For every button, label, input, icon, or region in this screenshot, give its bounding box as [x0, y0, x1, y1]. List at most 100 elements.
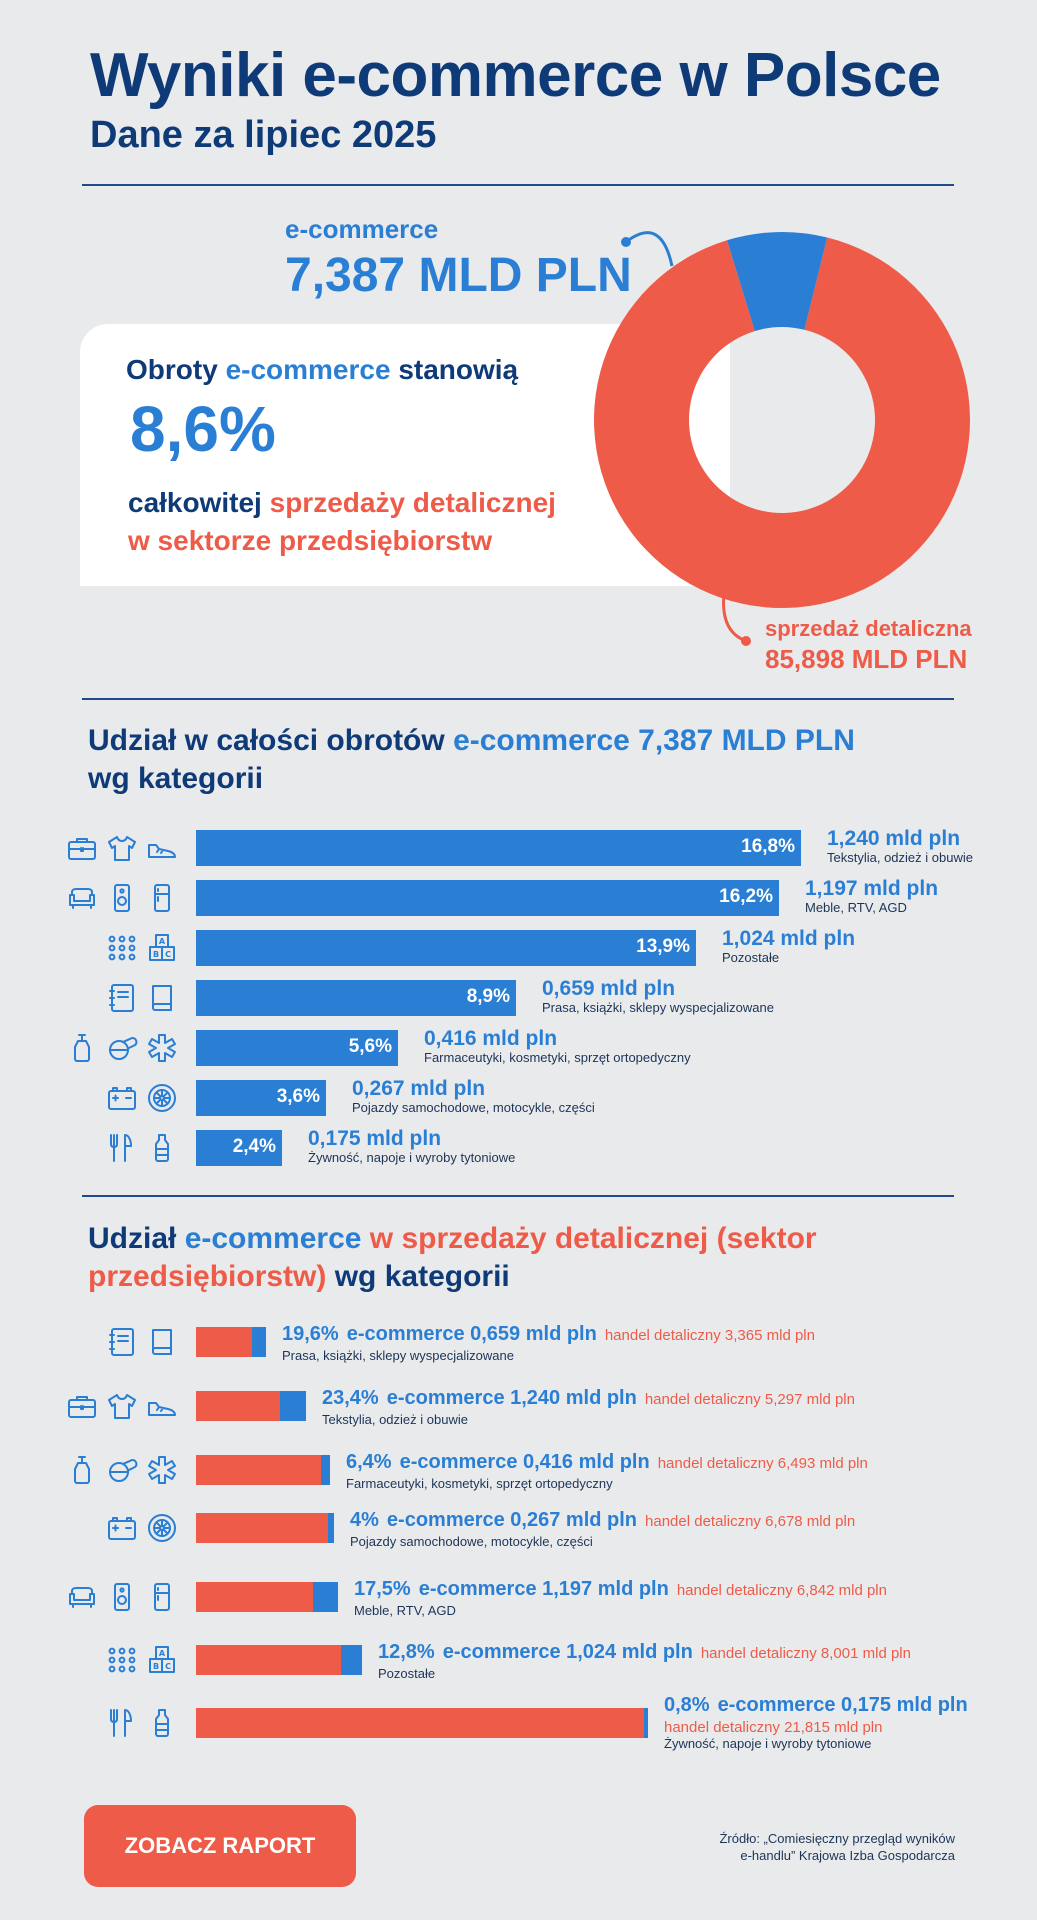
donut-slice-retail	[594, 237, 970, 608]
speaker-icon	[114, 1583, 130, 1611]
divider	[82, 698, 954, 700]
ecommerce-bar-segment	[280, 1391, 306, 1421]
category-icons	[60, 1132, 178, 1164]
category-bar: 16,8%	[196, 830, 801, 866]
svg-text:A: A	[159, 1649, 166, 1658]
category-label: 0,175 mld pln Żywność, napoje i wyroby ty…	[308, 1128, 515, 1166]
section2-title-retail: w sprzedaży detalicznej (sektor	[361, 1222, 817, 1255]
retail-amount: handel detaliczny 6,842 mld pln	[676, 1582, 887, 1599]
sneaker-icon	[148, 844, 176, 858]
category-icons	[60, 832, 178, 864]
retail-bar	[196, 1513, 334, 1543]
share-retail-text: sprzedaży detalicznej	[269, 487, 556, 518]
category-amount: 1,024 mld pln	[722, 927, 856, 950]
category-amount: 0,175 mld pln	[308, 1127, 442, 1150]
ecommerce-bar-segment	[252, 1327, 266, 1357]
category-icons	[60, 1082, 178, 1114]
speaker-icon	[114, 884, 130, 912]
fridge-icon	[154, 1583, 170, 1611]
share-percent-label: 0,8%	[664, 1694, 710, 1716]
ecommerce-amount: e-commerce 1,240 mld pln	[386, 1387, 637, 1409]
retail-label: 17,5% e-commerce 1,197 mld pln handel deta…	[354, 1577, 887, 1619]
share-text: całkowitej	[128, 487, 270, 518]
ecommerce-amount: e-commerce 1,197 mld pln	[418, 1578, 669, 1600]
category-label: 0,659 mld pln Prasa, książki, sklepy wysp…	[542, 978, 774, 1016]
category-bar: 8,9%	[196, 980, 516, 1016]
category-name: Pozostałe	[378, 1666, 436, 1681]
category-bar: 2,4%	[196, 1130, 282, 1166]
retail-amount: handel detaliczny 8,001 mld pln	[700, 1645, 911, 1662]
car-battery-icon	[108, 1517, 136, 1540]
tshirt-icon	[108, 836, 136, 861]
category-bar: 16,2%	[196, 880, 779, 916]
section1-title-text: wg kategorii	[88, 762, 264, 795]
category-amount: 0,416 mld pln	[424, 1027, 558, 1050]
cutlery-icon	[110, 1709, 132, 1737]
category-name: Tekstylia, odzież i obuwie	[322, 1412, 468, 1427]
section2-title-text: wg kategorii	[326, 1260, 510, 1293]
bar-percent-label: 8,9%	[466, 986, 510, 1007]
retail-label: 19,6% e-commerce 0,659 mld pln handel deta…	[282, 1322, 815, 1364]
category-bar: 3,6%	[196, 1080, 326, 1116]
bar-percent-label: 13,9%	[636, 936, 690, 957]
drink-bottle-icon	[155, 1134, 169, 1162]
category-icons	[60, 1326, 178, 1358]
notebook-icon	[109, 1328, 134, 1356]
pills-icon	[109, 1037, 138, 1060]
share-line-2: całkowitej sprzedaży detalicznej w sekto…	[128, 484, 556, 560]
sofa-icon	[69, 1587, 95, 1608]
category-icons	[60, 982, 178, 1014]
retail-label: 6,4% e-commerce 0,416 mld pln handel detal…	[346, 1450, 868, 1492]
category-bar: 13,9%	[196, 930, 696, 966]
briefcase-icon	[68, 838, 96, 860]
bar-percent-label: 5,6%	[348, 1036, 392, 1057]
abc-blocks-icon: AB C	[149, 934, 175, 961]
category-name: Pojazdy samochodowe, motocykle, części	[352, 1100, 595, 1115]
retail-connector-dot	[741, 636, 751, 646]
category-bar: 5,6%	[196, 1030, 398, 1066]
notebook-icon	[109, 984, 134, 1012]
dots-grid-icon	[108, 935, 136, 961]
bar-percent-label: 16,2%	[719, 886, 773, 907]
ecommerce-amount: e-commerce 1,024 mld pln	[442, 1641, 693, 1663]
category-name: Pojazdy samochodowe, motocykle, części	[350, 1534, 593, 1549]
fridge-icon	[154, 884, 170, 912]
car-battery-icon	[108, 1087, 136, 1110]
share-text: stanowią	[390, 354, 519, 385]
ecommerce-amount: e-commerce 0,659 mld pln	[346, 1323, 597, 1345]
retail-bar	[196, 1645, 362, 1675]
view-report-button[interactable]: ZOBACZ RAPORT	[84, 1805, 356, 1887]
bottle-icon	[74, 1456, 90, 1484]
pills-icon	[109, 1459, 138, 1482]
retail-label: 23,4% e-commerce 1,240 mld pln handel deta…	[322, 1386, 855, 1428]
section2-title-retail: przedsiębiorstw)	[88, 1260, 327, 1293]
category-amount: 0,267 mld pln	[352, 1077, 486, 1100]
section2-title-ecommerce: e-commerce	[184, 1222, 362, 1255]
category-icons	[60, 1581, 178, 1613]
svg-text:C: C	[165, 950, 171, 959]
ecommerce-connector	[625, 231, 674, 267]
share-percent-label: 4%	[350, 1509, 379, 1531]
category-name: Tekstylia, odzież i obuwie	[827, 850, 973, 865]
retail-bar	[196, 1582, 338, 1612]
retail-connector	[722, 579, 747, 643]
category-label: 1,197 mld pln Meble, RTV, AGD	[805, 878, 938, 916]
section2-title: Udział e-commerce w sprzedaży detaliczne…	[88, 1220, 817, 1296]
page-subtitle: Dane za lipiec 2025	[90, 114, 437, 156]
tshirt-icon	[108, 1394, 136, 1419]
share-ecommerce-text: e-commerce	[225, 354, 391, 385]
retail-value: 85,898 MLD PLN	[765, 644, 968, 674]
ecommerce-amount: e-commerce 0,175 mld pln	[717, 1694, 968, 1716]
ecommerce-bar-segment	[341, 1645, 362, 1675]
ecommerce-bar-segment	[644, 1708, 648, 1738]
sofa-icon	[69, 888, 95, 909]
svg-text:B: B	[153, 950, 159, 959]
share-percent-label: 23,4%	[322, 1387, 379, 1409]
retail-bar	[196, 1391, 306, 1421]
medical-star-icon	[148, 1456, 176, 1484]
retail-amount: handel detaliczny 6,493 mld pln	[657, 1455, 868, 1472]
ecommerce-amount: e-commerce 0,267 mld pln	[386, 1509, 638, 1531]
retail-bar	[196, 1327, 266, 1357]
category-icons	[60, 1512, 178, 1544]
